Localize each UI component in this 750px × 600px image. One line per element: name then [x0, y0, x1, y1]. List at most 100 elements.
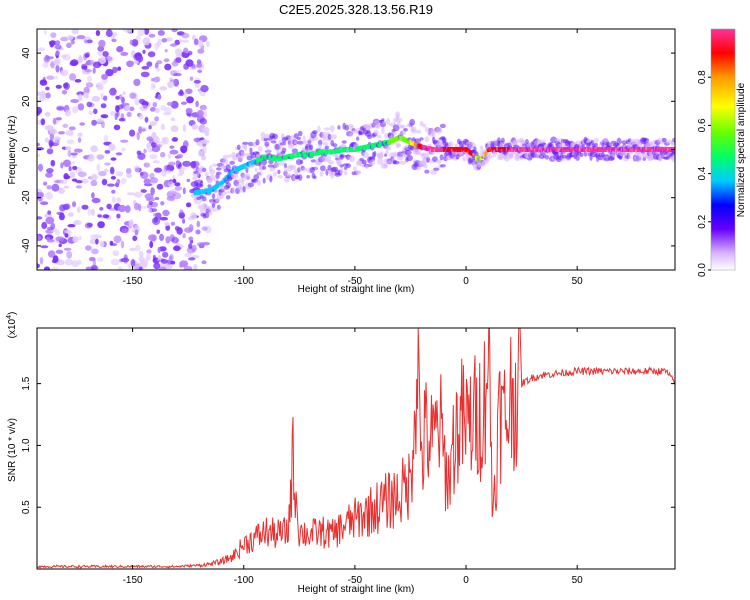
ridge-core-mark [423, 145, 426, 151]
ridge-core-mark [603, 147, 606, 152]
ridge-halo-mark [544, 154, 550, 160]
ridge-core-mark [197, 189, 201, 195]
ridge-halo-mark [261, 159, 268, 166]
noise-mark [40, 245, 49, 249]
ridge-core-mark [312, 151, 315, 157]
noise-mark [176, 153, 184, 159]
ridge-halo-mark [273, 171, 277, 177]
ridge-halo-mark [278, 160, 285, 166]
noise-mark [204, 130, 209, 137]
ridge-halo-mark [214, 189, 219, 194]
noise-mark [152, 160, 160, 164]
noise-mark [101, 73, 108, 80]
ridge-halo-mark [462, 156, 467, 162]
noise-mark [125, 168, 132, 175]
noise-mark [161, 137, 167, 143]
noise-mark [125, 205, 131, 213]
ridge-halo-mark [616, 137, 622, 145]
noise-mark [143, 29, 150, 35]
ridge-halo-mark [374, 123, 381, 129]
ridge-halo-mark [439, 123, 446, 129]
y-tick-label: 0 [21, 146, 32, 152]
noise-mark [72, 201, 77, 208]
noise-mark [115, 95, 120, 100]
ridge-halo-mark [454, 143, 458, 148]
ridge-halo-mark [392, 160, 400, 165]
ridge-core-mark [519, 147, 522, 152]
noise-mark [88, 110, 94, 116]
ridge-halo-mark [204, 172, 210, 177]
noise-mark [157, 30, 165, 36]
ridge-core-mark [415, 142, 418, 148]
noise-mark [114, 112, 118, 121]
noise-mark [110, 157, 117, 161]
noise-mark [162, 112, 171, 116]
ridge-halo-mark [385, 145, 392, 151]
ridge-halo-mark [395, 117, 403, 123]
noise-mark [179, 89, 184, 96]
noise-mark [57, 187, 65, 194]
noise-mark [55, 64, 60, 73]
ridge-halo-mark [424, 136, 430, 143]
noise-mark [66, 42, 72, 49]
noise-mark [101, 178, 108, 186]
colorbar-gradient [710, 28, 736, 271]
noise-mark [53, 76, 59, 80]
noise-mark [41, 221, 48, 230]
noise-mark [182, 187, 186, 195]
noise-mark [178, 166, 185, 174]
noise-mark [147, 208, 153, 213]
noise-mark [138, 126, 143, 134]
ridge-halo-mark [229, 160, 235, 165]
noise-mark [99, 241, 105, 248]
noise-mark [155, 67, 161, 72]
noise-mark [183, 91, 188, 99]
noise-mark [196, 59, 202, 65]
noise-mark [197, 48, 205, 54]
noise-mark [116, 178, 121, 185]
noise-mark [142, 104, 148, 109]
ridge-core-mark [339, 147, 342, 153]
ridge-halo-mark [222, 154, 229, 159]
noise-mark [77, 171, 87, 178]
y-tick-label: -20 [21, 190, 32, 205]
noise-mark [37, 153, 41, 157]
ridge-halo-mark [231, 187, 236, 195]
noise-mark [153, 216, 159, 223]
noise-mark [68, 126, 76, 131]
noise-mark [45, 92, 51, 99]
noise-mark [80, 178, 89, 184]
noise-mark [43, 181, 48, 186]
noise-mark [196, 63, 203, 68]
noise-mark [109, 111, 117, 116]
ridge-halo-mark [282, 147, 287, 153]
y-tick-label: 20 [21, 95, 32, 107]
noise-mark [129, 39, 133, 45]
noise-mark [188, 224, 194, 232]
noise-mark [165, 164, 175, 172]
noise-mark [171, 29, 178, 33]
noise-mark [174, 48, 183, 55]
noise-mark [62, 159, 72, 168]
noise-mark [43, 56, 51, 63]
ridge-halo-mark [209, 174, 216, 181]
noise-mark [96, 154, 105, 160]
ridge-halo-mark [200, 180, 203, 187]
ridge-halo-mark [250, 153, 257, 159]
ridge-halo-mark [423, 163, 428, 169]
ridge-halo-mark [254, 167, 258, 173]
noise-mark [157, 246, 161, 254]
ridge-halo-mark [285, 173, 292, 177]
noise-mark [151, 132, 157, 139]
noise-mark [117, 104, 124, 110]
snr-x-label: Height of straight line (km) [298, 584, 415, 595]
ridge-halo-mark [202, 167, 207, 173]
noise-mark [190, 161, 197, 169]
ridge-halo-mark [406, 154, 413, 162]
noise-mark [46, 168, 54, 174]
noise-mark [95, 238, 99, 245]
noise-mark [45, 172, 53, 178]
noise-mark [170, 43, 177, 47]
spectrogram-panel: -150 -100 -50 0 50 40 20 0 -20 -40 Height of str… [7, 28, 676, 295]
noise-mark [87, 155, 95, 162]
